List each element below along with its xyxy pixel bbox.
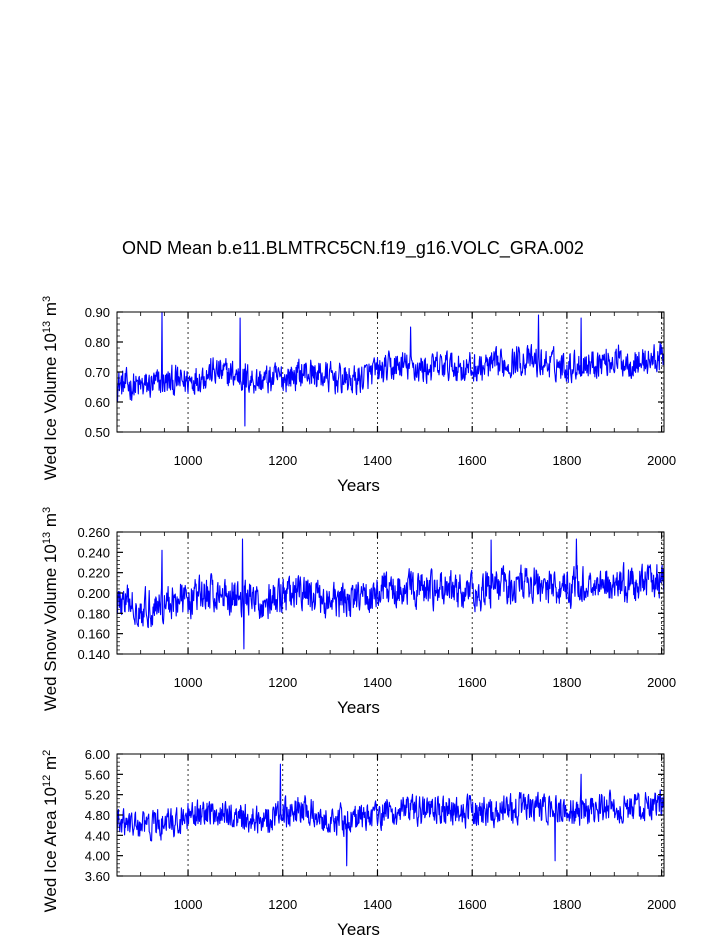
ytick-label: 0.200 — [77, 586, 110, 601]
xtick-label: 1000 — [174, 453, 203, 468]
xtick-label: 1600 — [458, 897, 487, 912]
xtick-label: 2000 — [647, 897, 676, 912]
ytick-label: 4.40 — [85, 828, 110, 843]
ytick-label: 5.20 — [85, 788, 110, 803]
x-axis-label: Years — [337, 920, 380, 935]
ytick-label: 3.60 — [85, 869, 110, 884]
series-line-2 — [116, 538, 665, 650]
ytick-label: 0.90 — [85, 305, 110, 320]
ytick-label: 0.80 — [85, 335, 110, 350]
xtick-label: 1200 — [268, 675, 297, 690]
y-axis-label: Wed Snow Volume 1013 m3 — [41, 507, 60, 711]
ytick-label: 0.70 — [85, 365, 110, 380]
ytick-label: 0.50 — [85, 425, 110, 440]
xtick-label: 1400 — [363, 675, 392, 690]
xtick-label: 1000 — [174, 675, 203, 690]
xtick-label: 1600 — [458, 453, 487, 468]
series-line-3 — [116, 763, 665, 867]
ytick-label: 0.180 — [77, 606, 110, 621]
ytick-label: 0.60 — [85, 395, 110, 410]
series-line-1 — [116, 311, 665, 427]
xtick-label: 1800 — [552, 453, 581, 468]
panel-2: 0.140 0.160 0.180 0.200 0.220 0.240 0.260 1000 1… — [41, 507, 676, 717]
ytick-label: 5.60 — [85, 767, 110, 782]
xtick-label: 1200 — [268, 453, 297, 468]
xtick-label: 2000 — [647, 453, 676, 468]
panels: 0.50 0.60 0.70 0.80 0.90 1000 1200 1400 1600 1800… — [41, 296, 676, 935]
ytick-label: 0.140 — [77, 647, 110, 662]
ytick-label: 4.80 — [85, 808, 110, 823]
chart-title: OND Mean b.e11.BLMTRC5CN.f19_g16.VOLC_GR… — [122, 238, 584, 259]
panel-1: 0.50 0.60 0.70 0.80 0.90 1000 1200 1400 1600 1800… — [41, 296, 676, 495]
ytick-label: 0.240 — [77, 545, 110, 560]
ytick-label: 0.160 — [77, 627, 110, 642]
xtick-label: 2000 — [647, 675, 676, 690]
y-axis-label: Wed Ice Volume 1013 m3 — [41, 296, 60, 480]
y-axis-label: Wed Ice Area 1012 m2 — [41, 750, 60, 913]
ytick-label: 4.00 — [85, 849, 110, 864]
xtick-label: 1400 — [363, 453, 392, 468]
xtick-label: 1800 — [552, 897, 581, 912]
ytick-label: 6.00 — [85, 747, 110, 762]
xtick-label: 1200 — [268, 897, 297, 912]
xtick-label: 1600 — [458, 675, 487, 690]
x-axis-label: Years — [337, 476, 380, 495]
x-axis-label: Years — [337, 698, 380, 717]
xtick-label: 1000 — [174, 897, 203, 912]
panel-3: 3.60 4.00 4.40 4.80 5.20 5.60 6.00 1000 1200 1400… — [41, 747, 676, 935]
xtick-label: 1400 — [363, 897, 392, 912]
ytick-label: 0.260 — [77, 525, 110, 540]
ytick-label: 0.220 — [77, 566, 110, 581]
xtick-label: 1800 — [552, 675, 581, 690]
